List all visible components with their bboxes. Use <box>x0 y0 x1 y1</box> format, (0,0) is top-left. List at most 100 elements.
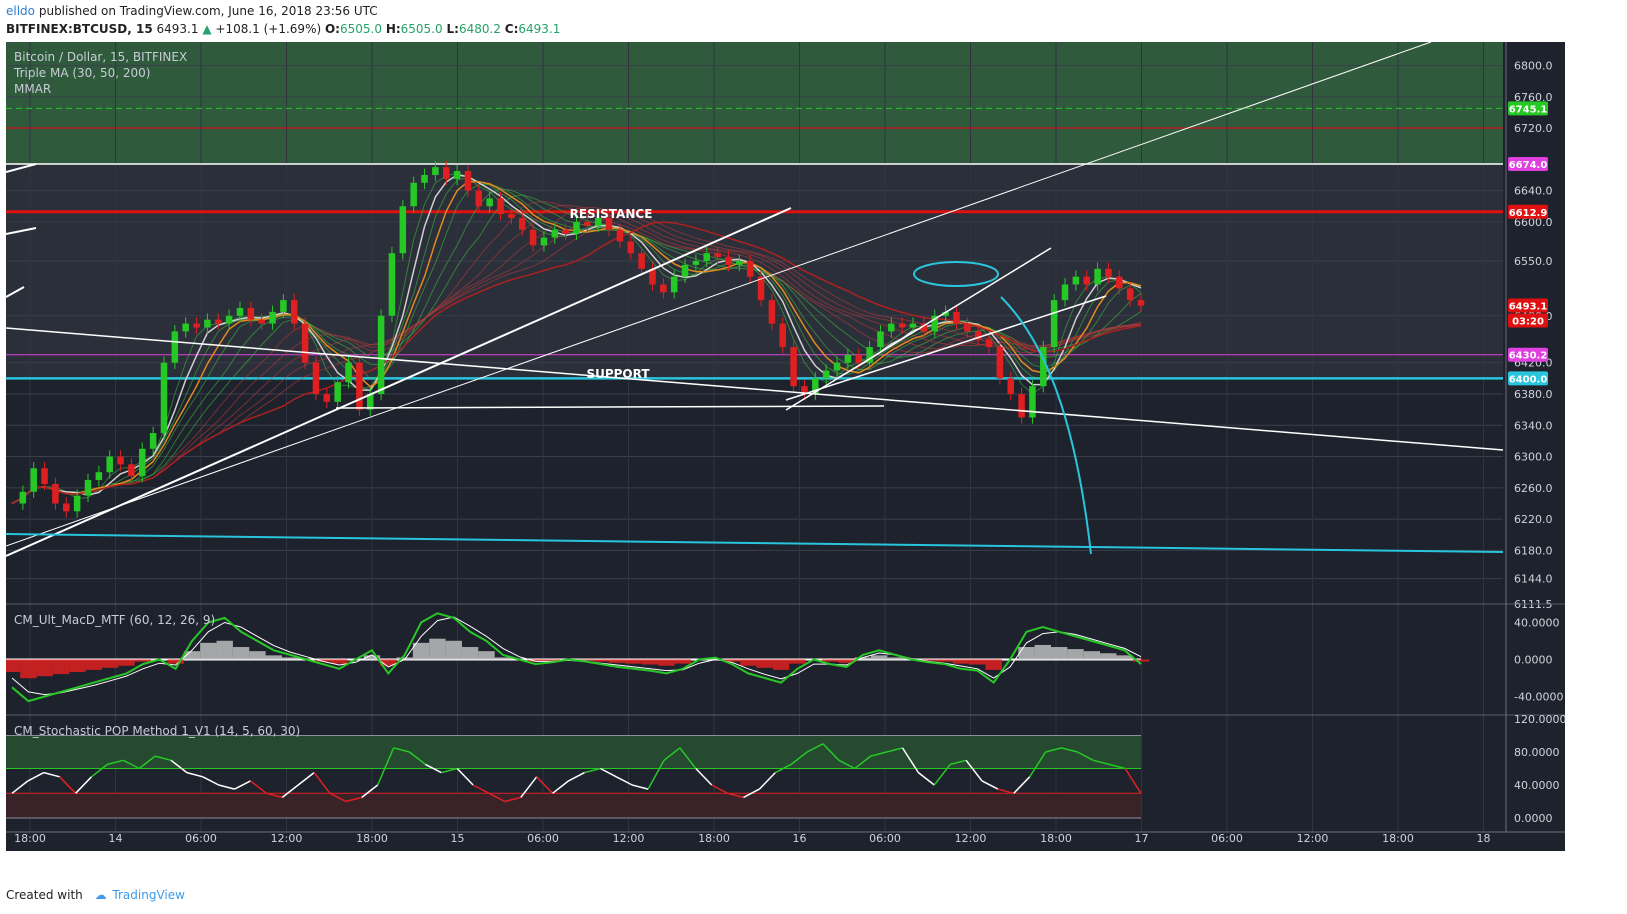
tradingview-logo-icon[interactable]: ☁ <box>94 888 107 902</box>
macd-histogram-bar <box>363 655 381 660</box>
stoch-oversold-zone <box>6 793 1141 818</box>
price-tick-label: 6340.0 <box>1514 419 1553 432</box>
macd-histogram-bar <box>723 659 741 662</box>
time-tick-label: 18:00 <box>698 832 730 845</box>
candle-body <box>866 347 873 363</box>
macd-histogram-bar <box>543 659 561 661</box>
channel-lower <box>785 295 1107 401</box>
stoch-line-segment <box>950 759 967 766</box>
time-tick-label: 12:00 <box>613 832 645 845</box>
candle-body <box>345 362 352 383</box>
triple-ma-label: Triple MA (30, 50, 200) <box>14 66 151 80</box>
candle-body <box>139 448 146 477</box>
candle-body <box>453 171 461 179</box>
candle-body <box>540 237 548 246</box>
candle-body <box>888 323 895 332</box>
macd-histogram-bar <box>592 659 610 662</box>
stoch-line-segment <box>170 759 188 774</box>
candle-body <box>193 323 200 328</box>
symbol: BITFINEX:BTCUSD, 15 <box>6 22 153 36</box>
time-tick-label: 06:00 <box>527 832 559 845</box>
macd-histogram-bar <box>854 657 872 660</box>
open-value: 6505.0 <box>339 22 382 36</box>
candle-body <box>377 315 385 394</box>
chart-title: Bitcoin / Dollar, 15, BITFINEX <box>14 50 188 64</box>
stoch-line-segment <box>870 751 887 757</box>
publish-text: published on TradingView.com, June 16, 2… <box>38 4 378 18</box>
stoch-line-segment <box>425 763 442 774</box>
stoch-line-segment <box>727 792 744 799</box>
candle-body <box>964 323 971 332</box>
candle-body <box>1072 276 1080 285</box>
stoch-line-segment <box>774 763 792 774</box>
price-tick-label: 6600.0 <box>1514 216 1553 229</box>
time-tick-label: 17 <box>1135 832 1149 845</box>
price-tick-label: 6380.0 <box>1514 388 1553 401</box>
candle-body <box>63 503 70 512</box>
candle-body <box>898 323 906 328</box>
candle-body <box>1050 300 1058 348</box>
macd-histogram-bar <box>985 659 1002 670</box>
stoch-line-segment <box>456 767 474 786</box>
tradingview-link[interactable]: TradingView <box>112 888 185 902</box>
stoch-line-segment <box>568 771 585 782</box>
stoch-line-segment <box>1124 768 1142 794</box>
candle-body <box>974 331 982 340</box>
stoch-line-segment <box>1045 747 1062 753</box>
macd-histogram-bar <box>494 657 512 660</box>
symbol-line: BITFINEX:BTCUSD, 15 6493.1 ▲ +108.1 (+1.… <box>6 22 560 36</box>
candle-body <box>877 331 884 348</box>
candle-body <box>627 241 635 254</box>
candle-body <box>421 174 428 183</box>
candle-body <box>551 229 559 238</box>
candle-body <box>388 253 396 316</box>
candle-body <box>215 319 222 324</box>
high-value: 6505.0 <box>400 22 443 36</box>
stoch-tick-label: 40.0000 <box>1514 779 1560 792</box>
candle-body <box>790 347 797 387</box>
stoch-line-segment <box>504 796 521 803</box>
macd-histogram-bar <box>821 659 839 662</box>
candle-body <box>182 323 189 332</box>
macd-histogram-bar <box>134 659 152 662</box>
stoch-line-segment <box>806 743 824 753</box>
candle-body <box>258 319 265 324</box>
time-tick-label: 16 <box>793 832 807 845</box>
candle-body <box>670 276 678 293</box>
candle-body <box>225 315 233 324</box>
trendline-up-thin <box>5 41 1432 547</box>
stoch-line-segment <box>663 747 681 761</box>
author-link[interactable]: elldo <box>6 4 36 18</box>
macd-histogram-bar <box>331 659 348 664</box>
stoch-line-segment <box>441 767 458 774</box>
candle-body <box>442 167 450 179</box>
stoch-line-segment <box>615 776 633 786</box>
candle-body <box>518 217 526 230</box>
stoch-line-segment <box>981 780 999 790</box>
price-tick-label: 6220.0 <box>1514 513 1553 526</box>
candle-body <box>269 311 276 324</box>
candle-body <box>95 472 103 481</box>
macd-histogram-bar <box>1116 655 1133 660</box>
price-label-box <box>1508 157 1548 172</box>
candle-body <box>942 311 949 316</box>
chart-svg[interactable]: 6800.06760.06720.06640.06600.06550.06480… <box>3 41 1567 851</box>
candle-body <box>334 382 341 402</box>
candle-body <box>931 315 938 332</box>
stoch-line-segment <box>933 763 951 786</box>
macd-signal-line <box>11 616 1142 696</box>
candle-body <box>1029 386 1036 418</box>
publish-line: elldo published on TradingView.com, June… <box>6 4 378 18</box>
candle-body <box>833 362 841 371</box>
candle-body <box>247 307 255 320</box>
close-value: 6493.1 <box>518 22 561 36</box>
price-label-box <box>1508 313 1548 328</box>
macd-histogram-bar <box>1132 659 1150 662</box>
candle-body <box>41 468 48 484</box>
chart-area[interactable]: 6800.06760.06720.06640.06600.06550.06480… <box>3 41 1567 851</box>
candle-body <box>464 171 472 191</box>
macd-histogram-bar <box>200 642 217 660</box>
candle-body <box>1094 268 1101 285</box>
macd-histogram-bar <box>281 657 299 660</box>
macd-histogram-bar <box>478 651 495 660</box>
